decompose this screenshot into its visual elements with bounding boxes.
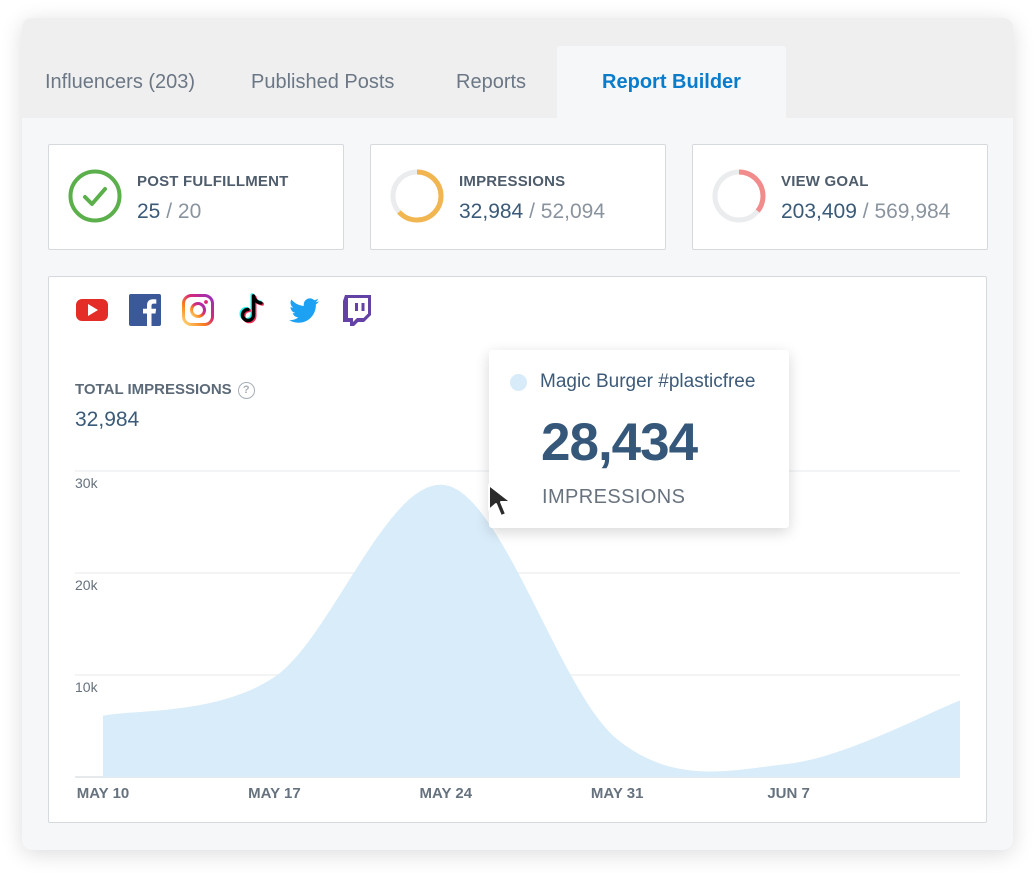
y-tick-label: 10k (75, 679, 99, 695)
x-tick-label: MAY 10 (77, 785, 130, 802)
stat-current: 203,409 (781, 200, 857, 223)
twitch-icon[interactable] (340, 293, 374, 327)
stat-total: 52,094 (540, 200, 605, 223)
help-icon[interactable]: ? (237, 382, 255, 399)
check-circle-icon (68, 169, 122, 223)
stat-value: 203,409 / 569,984 (781, 200, 950, 224)
facebook-icon[interactable] (128, 293, 162, 327)
stat-title: VIEW GOAL (781, 173, 869, 190)
youtube-icon[interactable] (75, 293, 109, 327)
stat-current: 32,984 (459, 200, 524, 223)
impressions-card: IMPRESSIONS 32,984 / 52,094 (370, 144, 666, 250)
series-color-dot (510, 374, 527, 391)
instagram-icon[interactable] (181, 293, 215, 327)
x-tick-label: JUN 7 (767, 785, 810, 802)
impressions-chart-card: 10k 20k 30k MAY 10 MAY 17 MAY 24 MAY 31 JUN 7 (48, 276, 987, 823)
report-window: Influencers (203) Published Posts Report… (22, 18, 1013, 850)
tab-report-builder[interactable]: Report Builder (557, 46, 786, 118)
stat-total: 20 (177, 200, 202, 223)
stat-total: 569,984 (874, 200, 951, 223)
tab-influencers[interactable]: Influencers (203) (45, 71, 196, 93)
stat-separator: / (166, 200, 173, 223)
impressions-area-series[interactable] (103, 484, 960, 777)
stat-separator: / (862, 200, 869, 223)
view-goal-progress-ring (712, 169, 766, 223)
y-tick-label: 30k (75, 475, 99, 491)
stat-title: POST FULFILLMENT (137, 173, 289, 190)
data-point[interactable] (443, 482, 449, 488)
tooltip-series-name: Magic Burger #plasticfree (540, 371, 756, 392)
data-point[interactable] (614, 736, 620, 742)
tooltip-unit: IMPRESSIONS (542, 486, 686, 508)
tab-published-posts[interactable]: Published Posts (251, 71, 395, 93)
x-tick-label: MAY 17 (248, 785, 301, 802)
view-goal-card: VIEW GOAL 203,409 / 569,984 (692, 144, 988, 250)
post-fulfillment-card: POST FULFILLMENT 25 / 20 (48, 144, 344, 250)
y-tick-label: 20k (75, 577, 99, 593)
twitter-icon[interactable] (287, 293, 321, 327)
tiktok-icon[interactable] (234, 293, 268, 327)
x-tick-label: MAY 24 (420, 785, 473, 802)
data-point[interactable] (100, 713, 106, 719)
stat-title: IMPRESSIONS (459, 173, 566, 190)
tab-bar: Influencers (203) Published Posts Report… (22, 18, 1013, 118)
data-point[interactable] (271, 674, 277, 680)
total-impressions-label-text: TOTAL IMPRESSIONS (75, 381, 232, 398)
total-impressions-value: 32,984 (75, 408, 140, 431)
impressions-progress-ring (390, 169, 444, 223)
data-point[interactable] (957, 698, 963, 704)
total-impressions-label: TOTAL IMPRESSIONS? (75, 381, 255, 399)
tab-reports[interactable]: Reports (456, 71, 527, 93)
chart-tooltip: Magic Burger #plasticfree 28,434 IMPRESS… (489, 350, 789, 528)
stat-value: 32,984 / 52,094 (459, 200, 605, 224)
stat-current: 25 (137, 200, 161, 223)
stat-separator: / (529, 200, 535, 223)
mouse-pointer-icon (488, 484, 512, 517)
stat-value: 25 / 20 (137, 200, 201, 224)
x-tick-label: MAY 31 (591, 785, 644, 802)
tooltip-value: 28,434 (541, 413, 698, 472)
data-point[interactable] (786, 761, 792, 767)
